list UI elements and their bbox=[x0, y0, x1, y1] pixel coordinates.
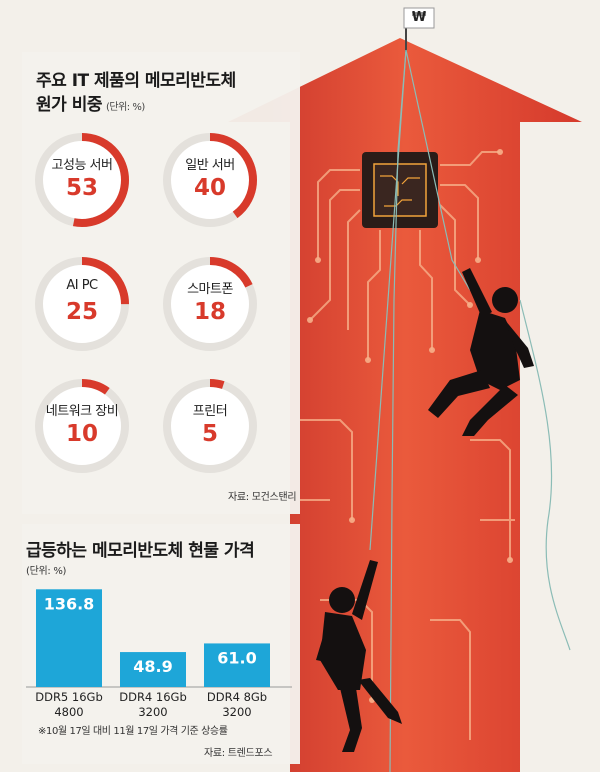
donut-value: 53 bbox=[65, 175, 98, 201]
donut-arc bbox=[163, 257, 257, 351]
chip-icon bbox=[362, 152, 438, 228]
bar-category-line: 3200 bbox=[222, 705, 252, 719]
donut-value: 40 bbox=[193, 175, 226, 201]
climber-bottom-figure bbox=[316, 560, 402, 752]
unit-label-2: (단위: %) bbox=[26, 566, 67, 577]
donut-value: 18 bbox=[193, 299, 226, 325]
bar-category-label: DDR4 8Gb 3200 bbox=[195, 690, 279, 720]
spot-price-bar-chart: 136.8 48.9 61.0 bbox=[26, 589, 292, 688]
headline-cost-share-text: 원가 비중 bbox=[36, 95, 102, 115]
source-morgan-stanley: 자료: 모건스탠리 bbox=[228, 492, 297, 503]
donut-arc bbox=[35, 257, 129, 351]
bar bbox=[36, 589, 102, 687]
bar-value-label: 61.0 bbox=[217, 648, 256, 667]
bar-category-label: DDR5 16Gb 4800 bbox=[27, 690, 111, 720]
donut-label: 스마트폰 bbox=[187, 282, 233, 297]
bar-category-line: DDR4 16Gb bbox=[119, 690, 187, 704]
donut-item: AI PC 25 bbox=[30, 252, 134, 356]
donut-item: 일반 서버 40 bbox=[158, 128, 262, 232]
bar-value-label: 48.9 bbox=[133, 657, 172, 676]
unit-label: (단위: %) bbox=[105, 102, 145, 113]
donut-arc bbox=[35, 379, 129, 473]
donut-item: 프린터 5 bbox=[158, 374, 262, 478]
circuit-traces bbox=[300, 151, 515, 740]
headline-cost-share-line2: 원가 비중 (단위: %) bbox=[36, 90, 145, 115]
bar-category-line: 4800 bbox=[54, 705, 84, 719]
donut-label: 프린터 bbox=[192, 404, 228, 419]
ropes bbox=[369, 49, 571, 772]
bar-category-line: 3200 bbox=[138, 705, 168, 719]
donut-value: 25 bbox=[65, 299, 98, 325]
footnote: ※10월 17일 대비 11월 17일 가격 기준 상승률 bbox=[38, 726, 228, 737]
donut-arc bbox=[163, 379, 257, 473]
donut-arc bbox=[35, 133, 129, 227]
donut-item: 스마트폰 18 bbox=[158, 252, 262, 356]
donut-label: 네트워크 장비 bbox=[45, 404, 119, 419]
source-trendforce: 자료: 트렌드포스 bbox=[204, 748, 273, 759]
headline-spot-price: 급등하는 메모리반도체 현물 가격 bbox=[26, 541, 255, 561]
bar-category-line: DDR4 8Gb bbox=[206, 690, 268, 704]
bar-category-line: DDR5 16Gb bbox=[35, 690, 103, 704]
donut-label: AI PC bbox=[66, 278, 98, 293]
bar bbox=[120, 652, 186, 687]
upward-arrow bbox=[228, 38, 582, 772]
bar-value-label: 136.8 bbox=[44, 594, 95, 613]
donut-label: 고성능 서버 bbox=[51, 158, 113, 173]
climber-top-figure bbox=[428, 268, 534, 436]
headline-cost-share: 주요 IT 제품의 메모리반도체 bbox=[36, 71, 236, 91]
bar bbox=[204, 643, 270, 687]
bar-category-label: DDR4 16Gb 3200 bbox=[111, 690, 195, 720]
donut-label: 일반 서버 bbox=[185, 158, 235, 173]
donut-item: 네트워크 장비 10 bbox=[30, 374, 134, 478]
donut-item: 고성능 서버 53 bbox=[30, 128, 134, 232]
donut-value: 5 bbox=[201, 421, 218, 447]
won-flag-label: ₩ bbox=[411, 10, 427, 25]
donut-value: 10 bbox=[65, 421, 98, 447]
donut-arc bbox=[163, 133, 257, 227]
